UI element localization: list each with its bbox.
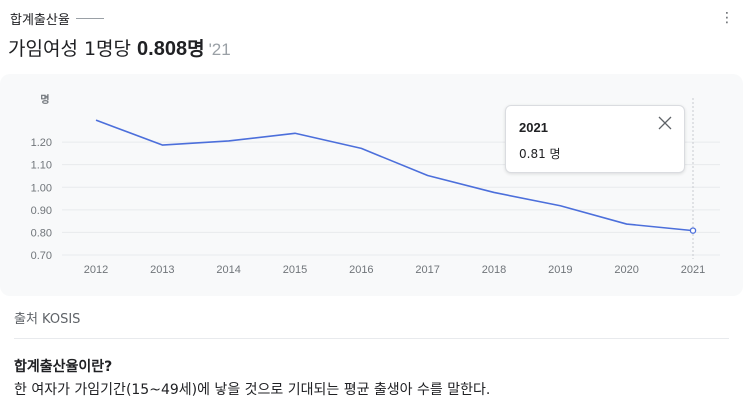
highlight-data-point xyxy=(689,227,697,234)
definition-title: 합계출산율이란? xyxy=(14,359,113,375)
x-tick-label: 2014 xyxy=(216,264,240,276)
y-tick-label: 1.00 xyxy=(31,182,52,194)
x-tick-label: 2020 xyxy=(614,264,638,276)
x-tick-label: 2017 xyxy=(415,264,439,276)
x-tick-label: 2021 xyxy=(681,264,705,276)
chart-label-text: 합계출산율 xyxy=(10,13,70,28)
chart-label: 합계출산율 xyxy=(10,9,104,28)
x-tick-label: 2012 xyxy=(84,264,108,276)
y-tick-label: 1.10 xyxy=(31,160,52,172)
x-tick-label: 2016 xyxy=(349,264,373,276)
line-chart[interactable]: 0.70 0.80 0.90 1.00 1.10 1.20 명 2012 2013 2014 201… xyxy=(0,74,743,296)
divider xyxy=(14,338,729,339)
headline-prefix: 가임여성 1명당 xyxy=(8,38,132,60)
y-tick-label: 0.80 xyxy=(31,227,52,239)
close-icon[interactable] xyxy=(656,114,674,132)
y-axis-label: 명 xyxy=(40,93,49,106)
more-options-button[interactable]: ⋮ xyxy=(719,6,735,30)
y-tick-label: 0.90 xyxy=(31,205,52,217)
x-tick-label: 2019 xyxy=(548,264,572,276)
series-line xyxy=(95,119,694,232)
headline-year: '21 xyxy=(208,40,231,59)
y-tick-label: 1.20 xyxy=(31,137,52,149)
definition-text: 한 여자가 가임기간(15~49세)에 낳을 것으로 기대되는 평균 출생아 수… xyxy=(14,382,491,398)
x-tick-label: 2013 xyxy=(150,264,174,276)
more-vertical-icon: ⋮ xyxy=(720,10,734,26)
x-tick-label: 2015 xyxy=(283,264,307,276)
chart-tooltip: 2021 0.81 명 xyxy=(505,105,685,173)
headline: 가임여성 1명당 0.808명 '21 xyxy=(8,34,231,61)
label-dash xyxy=(75,18,104,19)
y-tick-label: 0.70 xyxy=(31,250,52,262)
headline-value: 0.808 xyxy=(137,38,188,60)
tooltip-value: 0.81 명 xyxy=(519,147,561,161)
headline-unit: 명 xyxy=(187,38,205,60)
tooltip-year: 2021 xyxy=(519,120,548,135)
source-text: 출처 KOSIS xyxy=(14,312,81,327)
x-tick-label: 2018 xyxy=(482,264,506,276)
